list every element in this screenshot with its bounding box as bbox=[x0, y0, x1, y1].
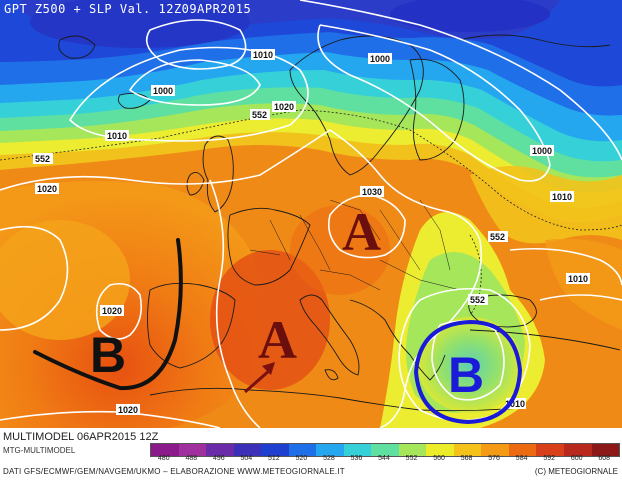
colorbar bbox=[150, 443, 620, 457]
isobar-label: 1010 bbox=[107, 131, 127, 141]
isobar-1010-nw bbox=[68, 46, 309, 142]
map-canvas: 1010 1000 1010 552 1020 552 1020 1000 10… bbox=[0, 0, 622, 428]
colorbar-tick-label: 560 bbox=[433, 455, 445, 462]
pressure-high-label: A bbox=[342, 202, 381, 262]
colorbar-swatch bbox=[343, 444, 372, 456]
pressure-low-label: B bbox=[90, 327, 126, 383]
isobar-1010-greece-inner bbox=[431, 320, 505, 401]
isobar-1020-iberia bbox=[95, 282, 143, 340]
trough-arc bbox=[33, 238, 183, 391]
colorbar-swatch bbox=[178, 444, 207, 456]
greece-low-circle bbox=[413, 319, 523, 425]
isobar-label: 1020 bbox=[102, 306, 122, 316]
arrow-head bbox=[262, 362, 275, 375]
colorbar-swatch bbox=[508, 444, 537, 456]
isobar-label: 1010 bbox=[552, 192, 572, 202]
colorbar-tick-label: 592 bbox=[543, 455, 556, 462]
isobar-label: 1020 bbox=[118, 405, 138, 415]
isobar-label: 1020 bbox=[274, 102, 294, 112]
colorbar-swatch bbox=[371, 444, 399, 456]
colorbar-swatch bbox=[563, 444, 592, 456]
model-sub-label: MTG-MULTIMODEL bbox=[3, 446, 76, 455]
colorbar-swatch bbox=[233, 444, 262, 456]
isobar-label: 1000 bbox=[153, 86, 173, 96]
colorbar-swatch bbox=[426, 444, 454, 456]
isobar-1000-ne bbox=[317, 24, 551, 182]
isobar-1010-east bbox=[509, 247, 622, 286]
colorbar-tick-label: 544 bbox=[378, 455, 390, 462]
isobar-label: 1010 bbox=[253, 50, 273, 60]
isobar-label: 552 bbox=[470, 295, 485, 305]
isobar-label: 1010 bbox=[505, 399, 525, 409]
colorbar-tick-label: 528 bbox=[323, 455, 335, 462]
colorbar-swatch bbox=[398, 444, 427, 456]
isobar-1010-n bbox=[145, 19, 247, 70]
colorbar-tick-label: 536 bbox=[350, 455, 363, 462]
colorbar-tick-label: 608 bbox=[598, 455, 611, 462]
colorbar-tick-label: 488 bbox=[185, 455, 198, 462]
colorbar-tick-label: 504 bbox=[240, 455, 253, 462]
colorbar-swatch bbox=[536, 444, 564, 456]
isobar-label: 552 bbox=[490, 232, 505, 242]
isobar-labels: 1010 1000 1010 552 1020 552 1020 1000 10… bbox=[33, 49, 590, 415]
isobar-label: 1020 bbox=[37, 184, 57, 194]
colorbar-swatch bbox=[288, 444, 317, 456]
warm-advection-arrow bbox=[244, 368, 271, 394]
coast-italy bbox=[299, 294, 360, 381]
pressure-low-label: B bbox=[448, 347, 484, 403]
colorbar-tick-label: 584 bbox=[515, 455, 528, 462]
colorbar-ticks: 480 488 496 504 512 520 528 536 544 552 560 568 576 5… bbox=[150, 455, 620, 465]
isobar-1010-far-east bbox=[539, 294, 622, 301]
colorbar-tick-label: 512 bbox=[268, 455, 280, 462]
coast-north-africa bbox=[149, 387, 521, 412]
colorbar-tick-label: 496 bbox=[212, 455, 225, 462]
colorbar-tick-label: 600 bbox=[570, 455, 583, 462]
annotations: A A B B bbox=[33, 202, 523, 425]
pressure-high-label: A bbox=[258, 310, 297, 370]
coast-russia-north bbox=[459, 34, 611, 48]
colorbar-swatch bbox=[151, 444, 179, 456]
isobar-label: 1000 bbox=[532, 146, 552, 156]
credits-text: DATI GFS/ECMWF/GEM/NAVGEM/UKMO – ELABORA… bbox=[3, 467, 345, 476]
run-label: MULTIMODEL 06APR2015 12Z bbox=[3, 431, 159, 443]
isobar-1020-east bbox=[329, 129, 483, 428]
coast-scandinavia bbox=[289, 35, 424, 176]
isobar-1020-w bbox=[0, 129, 331, 191]
colorbar-tick-label: 552 bbox=[405, 455, 418, 462]
isobar-center-france bbox=[209, 179, 261, 428]
colorbar-tick-label: 576 bbox=[488, 455, 500, 462]
colorbar-swatch bbox=[206, 444, 234, 456]
coast-france-lowlands bbox=[227, 207, 311, 286]
isobar-label: 552 bbox=[252, 110, 267, 120]
colorbar-tick-label: 568 bbox=[460, 455, 473, 462]
colorbar-swatch bbox=[316, 444, 344, 456]
colorbar-tick-label: 520 bbox=[295, 455, 308, 462]
map-title: GPT Z500 + SLP Val. 12Z09APR2015 bbox=[4, 2, 252, 16]
z500-dashed-contour bbox=[0, 109, 622, 316]
colorbar-tick-label: 480 bbox=[157, 455, 170, 462]
colorbar-swatch bbox=[481, 444, 509, 456]
isobar-1010-ne bbox=[299, 0, 622, 161]
isobar-1020-atlantic bbox=[0, 225, 69, 331]
colorbar-swatch bbox=[591, 444, 620, 456]
colorbar-swatch bbox=[453, 444, 482, 456]
isobar-label: 1030 bbox=[362, 187, 382, 197]
copyright-text: (C) METEOGIORNALE bbox=[534, 467, 618, 476]
isobar-label: 1010 bbox=[568, 274, 588, 284]
isobar-label: 1000 bbox=[370, 54, 390, 64]
colorbar-swatch bbox=[261, 444, 289, 456]
isobar-label: 552 bbox=[35, 154, 50, 164]
